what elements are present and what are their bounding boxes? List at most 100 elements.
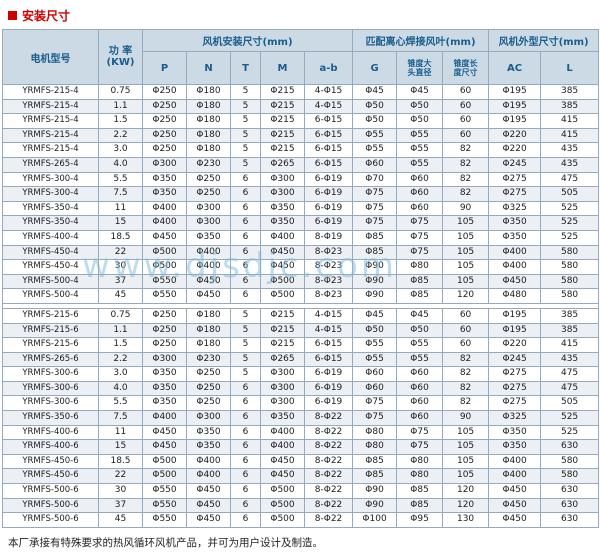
value-cell: 18.5 [98,229,143,246]
value-cell: 6 [230,200,261,217]
value-cell: 8-Φ22 [303,497,354,514]
value-cell: 8-Φ23 [303,244,354,261]
value-cell: Φ350 [186,424,231,441]
col-group-install-dims: 风机安装尺寸(mm) [141,29,354,52]
header-group-row: 电机型号 功 率 (KW) 风机安装尺寸(mm) 匹配离心焊接风叶(mm) 风机… [2,29,600,85]
table-row: YRMFS-265-4 4.0 Φ300 Φ230 5 Φ265 6-Φ15 Φ60 Φ55 82… [2,156,600,173]
table-row: YRMFS-400-6 15 Φ450 Φ350 6 Φ400 8-Φ22 Φ80 Φ75 105… [2,439,600,455]
value-cell: Φ250 [186,395,231,412]
value-cell: Φ45 [352,307,398,324]
value-cell: 6 [230,244,261,261]
value-cell: Φ450 [186,273,231,290]
value-cell: 90 [442,200,490,217]
table-row: YRMFS-300-4 5.5 Φ350 Φ250 6 Φ300 6-Φ19 Φ70 Φ60 82… [2,171,600,188]
value-cell: Φ500 [260,288,305,304]
value-cell: Φ275 [488,171,542,188]
model-cell: YRMFS-350-6 [2,410,99,426]
value-cell: Φ250 [142,84,187,100]
table-row: YRMFS-350-6 7.5 Φ400 Φ300 6 Φ350 8-Φ22 Φ75 Φ60 90… [2,410,600,426]
model-cell: YRMFS-300-6 [2,380,99,397]
value-cell: 6 [230,186,261,202]
value-cell: 8-Φ23 [303,273,354,290]
value-cell: Φ75 [352,186,398,202]
value-cell: Φ60 [352,380,398,397]
value-cell: 4-Φ15 [303,84,354,100]
value-cell: 475 [540,171,600,188]
value-cell: 505 [540,395,600,412]
value-cell: Φ400 [260,439,305,455]
title-bullet-icon [8,11,17,20]
value-cell: 6-Φ15 [303,337,354,353]
value-cell: Φ195 [488,84,542,100]
value-cell: 105 [442,439,490,455]
value-cell: 580 [540,453,600,470]
value-cell: 90 [442,410,490,426]
value-cell: 5 [230,98,261,115]
value-cell: 105 [442,229,490,246]
value-cell: Φ230 [186,351,231,368]
value-cell: 385 [540,322,600,339]
value-cell: 8-Φ23 [303,288,354,304]
value-cell: Φ180 [186,98,231,115]
value-cell: Φ90 [352,497,398,514]
value-cell: Φ550 [142,288,187,304]
col-header-t: T [230,51,261,85]
value-cell: 6 [230,453,261,470]
header-line: 功 率 [108,45,133,57]
table-row: YRMFS-215-6 1.1 Φ250 Φ180 5 Φ215 4-Φ15 Φ50 Φ50 60… [2,322,600,339]
value-cell: 37 [98,273,143,290]
value-cell: 8-Φ22 [303,453,354,470]
value-cell: 6 [230,439,261,455]
value-cell: Φ215 [260,113,305,129]
value-cell: 435 [540,156,600,173]
value-cell: 6 [230,380,261,397]
value-cell: Φ400 [142,215,187,231]
value-cell: Φ45 [352,84,398,100]
value-cell: 6 [230,273,261,290]
value-cell: 6 [230,424,261,441]
value-cell: Φ60 [396,395,444,412]
value-cell: 45 [98,288,143,304]
model-cell: YRMFS-400-6 [2,439,99,455]
value-cell: 30 [98,483,143,499]
model-cell: YRMFS-215-6 [2,322,99,339]
col-header-ac: AC [488,51,542,85]
value-cell: Φ75 [396,215,444,231]
col-header-p: P [142,51,187,85]
value-cell: Φ450 [142,439,187,455]
value-cell: 5 [230,113,261,129]
value-cell: 7.5 [98,410,143,426]
value-cell: Φ250 [142,307,187,324]
table-row: YRMFS-300-4 7.5 Φ350 Φ250 6 Φ300 6-Φ19 Φ75 Φ60 82… [2,186,600,202]
value-cell: Φ300 [142,156,187,173]
value-cell: 580 [540,259,600,275]
table-row: YRMFS-300-6 4.0 Φ350 Φ250 6 Φ300 6-Φ19 Φ60 Φ60 82… [2,380,600,397]
footer-note: 本厂承接有特殊要求的热风循环风机产品，并可为用户设计及制造。 [8,536,323,549]
value-cell: Φ75 [396,229,444,246]
model-cell: YRMFS-500-6 [2,512,99,528]
value-cell: Φ400 [488,259,542,275]
value-cell: 415 [540,113,600,129]
value-cell: 6-Φ19 [303,200,354,217]
value-cell: 6 [230,229,261,246]
value-cell: Φ450 [186,288,231,304]
value-cell: 580 [540,273,600,290]
model-cell: YRMFS-400-4 [2,229,99,246]
value-cell: 82 [442,395,490,412]
value-cell: Φ180 [186,337,231,353]
table-row: YRMFS-450-6 18.5 Φ500 Φ400 6 Φ450 8-Φ22 Φ85 Φ80 1… [2,453,600,470]
table-row: YRMFS-215-4 0.75 Φ250 Φ180 5 Φ215 4-Φ15 Φ45 Φ45 6… [2,84,600,100]
table-row: YRMFS-265-6 2.2 Φ300 Φ230 5 Φ265 6-Φ15 Φ55 Φ55 82… [2,351,600,368]
value-cell: Φ450 [488,512,542,528]
value-cell: 120 [442,497,490,514]
col-header-ab: a-b [303,51,354,85]
value-cell: 6 [230,288,261,304]
value-cell: 580 [540,244,600,261]
value-cell: 5 [230,142,261,158]
value-cell: Φ60 [396,380,444,397]
table-row: YRMFS-500-6 30 Φ550 Φ450 6 Φ500 8-Φ22 Φ90 Φ85 120… [2,483,600,499]
model-cell: YRMFS-265-4 [2,156,99,173]
table-row: YRMFS-300-6 5.5 Φ350 Φ250 6 Φ300 6-Φ19 Φ75 Φ60 82… [2,395,600,412]
table-row: YRMFS-215-4 3.0 Φ250 Φ180 5 Φ215 6-Φ15 Φ55 Φ55 82… [2,142,600,158]
value-cell: Φ480 [488,288,542,304]
